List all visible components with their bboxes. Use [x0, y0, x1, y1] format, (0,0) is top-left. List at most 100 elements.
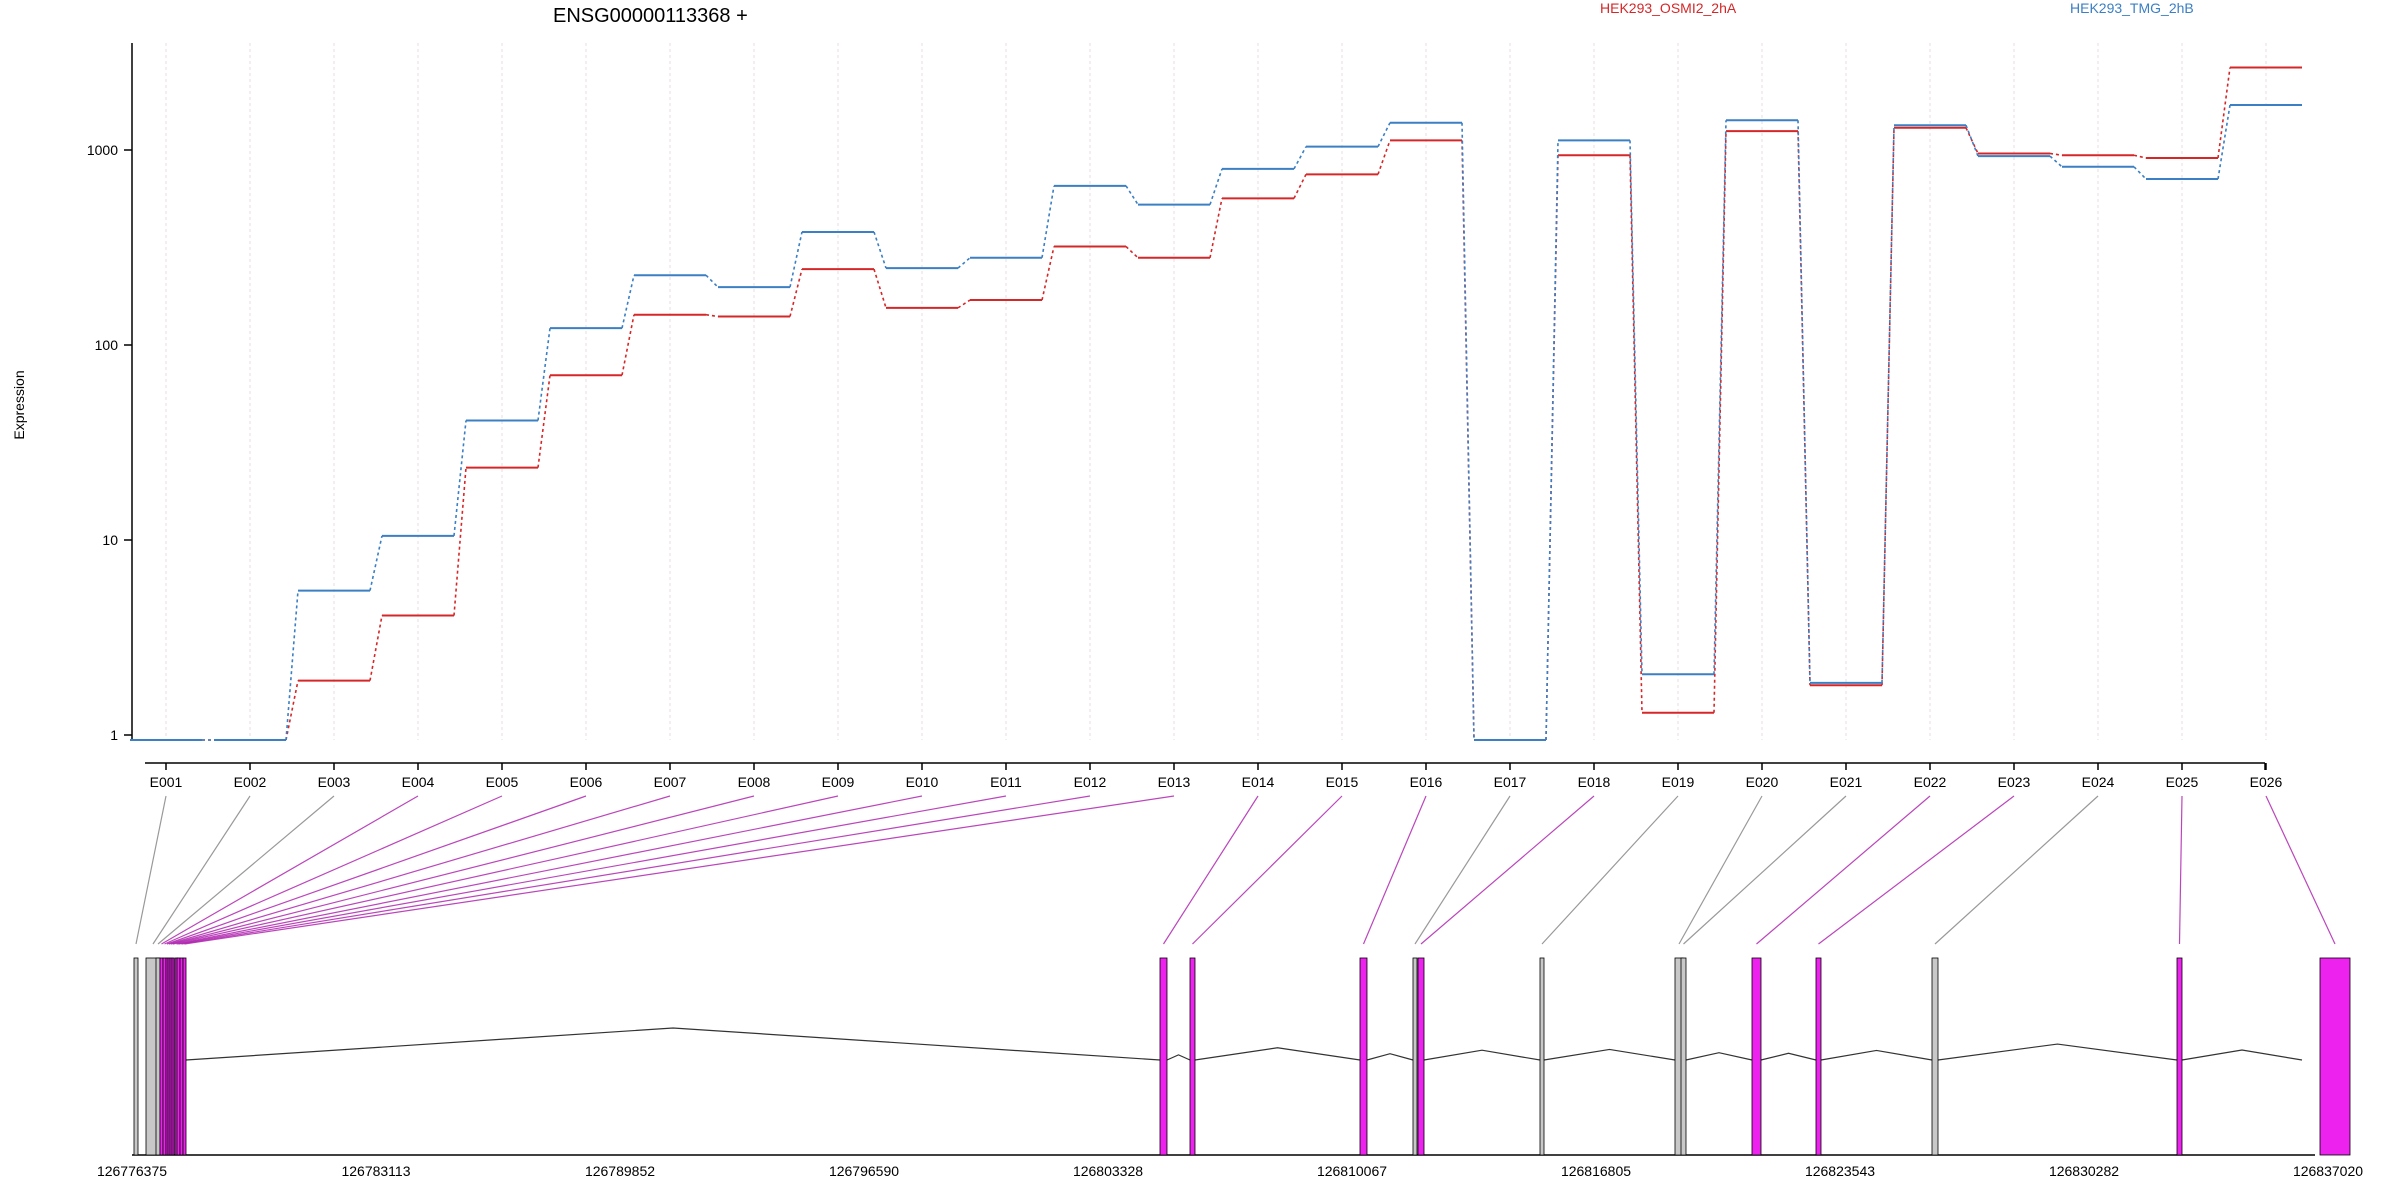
x-tick-label: E008 — [738, 774, 771, 790]
exon-block — [133, 957, 139, 1156]
series-connector — [957, 257, 971, 269]
exon-connector-line — [2265, 795, 2336, 945]
y-tick-label: 1000 — [87, 142, 118, 158]
legend-series-tmg: HEK293_TMG_2hB — [2070, 0, 2194, 16]
series-connector — [2133, 154, 2147, 159]
series-connector — [1629, 155, 1643, 713]
exon-block — [2176, 957, 2183, 1156]
coordinate-label: 126803328 — [1073, 1163, 1143, 1179]
series-connector — [537, 328, 551, 421]
series-group — [130, 104, 2302, 741]
series-connector — [1125, 185, 1139, 206]
coordinate-label: 126776375 — [97, 1163, 167, 1179]
series-connector — [453, 467, 467, 616]
axes — [131, 43, 2265, 764]
x-tick-label: E014 — [1242, 774, 1275, 790]
series-connector — [1629, 140, 1643, 675]
intron-line — [1685, 1052, 1753, 1061]
intron-line — [1194, 1047, 1361, 1061]
x-tick-label: E009 — [822, 774, 855, 790]
exon-connector-line — [1934, 795, 2099, 945]
series-connector — [1797, 120, 1811, 683]
series-connector — [621, 314, 635, 376]
coordinate-label: 126830282 — [2049, 1163, 2119, 1179]
series-connector — [1881, 125, 1895, 683]
exon-block — [159, 957, 164, 1156]
intron-line — [1543, 1048, 1676, 1061]
gene-model — [132, 957, 2351, 1156]
series-connector — [1377, 140, 1391, 175]
exon-connector-line — [1414, 795, 1511, 945]
x-tick-label: E002 — [234, 774, 267, 790]
grid-lines — [165, 43, 2267, 740]
series-connector — [453, 420, 467, 536]
exon-connector-line — [152, 795, 251, 945]
series-connector — [537, 375, 551, 468]
coordinate-label: 126789852 — [585, 1163, 655, 1179]
exon-connector-line — [1818, 795, 2015, 945]
x-tick-label: E001 — [150, 774, 183, 790]
exon-connectors — [135, 795, 2336, 945]
exon-block — [1412, 957, 1418, 1156]
exon-block — [2319, 957, 2351, 1156]
exon-connector-line — [170, 795, 755, 945]
exon-connector-line — [1683, 795, 1847, 945]
x-tick-label: E007 — [654, 774, 687, 790]
exon-connector-line — [184, 795, 1175, 945]
series-connector — [1461, 122, 1475, 741]
chart-title: ENSG00000113368 + — [553, 5, 748, 27]
series-connector — [1125, 245, 1139, 259]
x-tick-label: E003 — [318, 774, 351, 790]
x-tick-label: E016 — [1410, 774, 1443, 790]
x-tick-label: E019 — [1662, 774, 1695, 790]
exon-connector-line — [176, 795, 923, 945]
series-connector — [873, 268, 887, 309]
exon-block — [1815, 957, 1822, 1156]
x-tick-label: E025 — [2166, 774, 2199, 790]
coordinate-label: 126810067 — [1317, 1163, 1387, 1179]
x-tick-label: E004 — [402, 774, 435, 790]
series-connector — [1545, 155, 1559, 741]
x-tick-label: E005 — [486, 774, 519, 790]
series-connector — [1965, 127, 1979, 154]
exon-block — [1189, 957, 1196, 1156]
y-tick-label: 1 — [110, 727, 118, 743]
series-connector — [789, 268, 803, 317]
exon-connector-line — [1362, 795, 1427, 945]
series-connector — [1209, 168, 1223, 205]
series-connector — [2049, 152, 2063, 157]
x-tick-label: E022 — [1914, 774, 1947, 790]
series-connector — [1293, 146, 1307, 170]
exon-connector-line — [1192, 795, 1343, 945]
x-tick-label: E013 — [1158, 774, 1191, 790]
exon-block — [1359, 957, 1368, 1156]
series-connector — [2133, 166, 2147, 180]
exon-block — [1751, 957, 1762, 1156]
coordinate-label: 126823543 — [1805, 1163, 1875, 1179]
series-connector — [369, 615, 383, 681]
coordinate-label: 126816805 — [1561, 1163, 1631, 1179]
series-connector — [705, 274, 719, 288]
series-connector — [2217, 104, 2231, 180]
exon-connector-line — [172, 795, 839, 945]
series-connector — [285, 590, 299, 741]
x-tick-label: E017 — [1494, 774, 1527, 790]
intron-line — [2181, 1049, 2303, 1061]
series-connector — [957, 299, 971, 309]
x-tick-label: E020 — [1746, 774, 1779, 790]
exon-block — [1680, 957, 1687, 1156]
series-connector — [2049, 155, 2063, 168]
intron-line — [185, 1027, 1161, 1061]
exon-connector-line — [157, 795, 335, 945]
series-lines — [130, 66, 2302, 741]
series-connector — [285, 680, 299, 741]
series-connector — [1041, 185, 1055, 258]
intron-line — [1366, 1053, 1414, 1061]
y-axis-label: Expression — [11, 370, 27, 439]
series-connector — [873, 231, 887, 269]
series-connector — [1209, 198, 1223, 258]
x-tick-label: E011 — [990, 774, 1022, 790]
intron-line — [1423, 1049, 1541, 1061]
exon-block — [1931, 957, 1939, 1156]
exon-block — [1539, 957, 1545, 1156]
